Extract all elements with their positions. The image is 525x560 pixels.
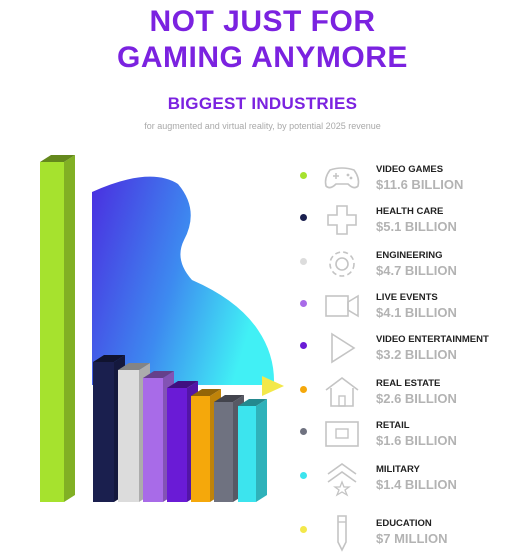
bar-video-games [40, 155, 75, 502]
chevron-star-icon [322, 460, 362, 497]
bar-face [262, 376, 284, 396]
legend-item-video-entertainment: VIDEO ENTERTAINMENT $3.2 BILLION [290, 328, 520, 368]
legend-label: VIDEO GAMES [376, 164, 444, 175]
pencil-icon [322, 514, 362, 552]
bar-side [256, 399, 267, 502]
main-title-line-1: NOT JUST FOR [149, 5, 376, 38]
play-icon [322, 330, 362, 364]
video-camera-icon [322, 288, 362, 322]
bar-side [64, 155, 75, 502]
bar-top [40, 155, 75, 162]
legend-item-video-games: VIDEO GAMES $11.6 BILLION [290, 158, 520, 198]
bar-top [214, 395, 244, 402]
legend-swatch [300, 172, 307, 179]
data-label: $11.6 BILLION [376, 177, 464, 192]
legend-swatch [300, 300, 307, 307]
legend-label: LIVE EVENTS [376, 292, 438, 303]
bar-face [191, 396, 210, 502]
legend-label: VIDEO ENTERTAINMENT [376, 334, 489, 345]
bar-face [40, 162, 64, 502]
bar-face [143, 378, 163, 502]
data-label: $7 MILLION [376, 531, 448, 546]
chart-subtitle: BIGGEST INDUSTRIES [167, 94, 358, 113]
bar-face [214, 402, 233, 502]
legend-label: ENGINEERING [376, 250, 443, 261]
house-icon [322, 374, 362, 408]
bar-top [191, 389, 221, 396]
bar-face [118, 370, 139, 502]
legend-label: RETAIL [376, 420, 410, 431]
bar-face [238, 406, 256, 502]
legend-label: HEALTH CARE [376, 206, 444, 217]
legend-item-live-events: LIVE EVENTS $4.1 BILLION [290, 286, 520, 326]
storefront-icon [322, 416, 362, 450]
legend-item-military: MILITARY $1.4 BILLION [290, 458, 520, 498]
bar-top [167, 381, 198, 388]
legend-swatch [300, 258, 307, 265]
data-label: $4.1 BILLION [376, 305, 457, 320]
data-label: $3.2 BILLION [376, 347, 457, 362]
legend-label: REAL ESTATE [376, 378, 441, 389]
bar-military [238, 399, 267, 502]
bar-top [238, 399, 267, 406]
bar-top [118, 363, 150, 370]
data-label: $4.7 BILLION [376, 263, 457, 278]
bar-top [93, 355, 125, 362]
legend-swatch [300, 526, 307, 533]
legend-swatch [300, 342, 307, 349]
legend-swatch [300, 472, 307, 479]
main-title-line-2: GAMING ANYMORE [117, 41, 408, 74]
chart-legend: VIDEO GAMES $11.6 BILLION HEALTH CARE $5.1 … [290, 150, 520, 555]
data-label: $1.4 BILLION [376, 477, 457, 492]
legend-item-health-care: HEALTH CARE $5.1 BILLION [290, 200, 520, 240]
gamepad-icon [322, 160, 362, 194]
legend-swatch [300, 386, 307, 393]
legend-item-education: EDUCATION $7 MILLION [290, 512, 520, 552]
data-label: $2.6 BILLION [376, 391, 457, 406]
legend-swatch [300, 214, 307, 221]
bar-top [143, 371, 174, 378]
legend-item-engineering: ENGINEERING $4.7 BILLION [290, 244, 520, 284]
data-label: $5.1 BILLION [376, 219, 457, 234]
bar-face [167, 388, 187, 502]
legend-swatch [300, 428, 307, 435]
legend-label: MILITARY [376, 464, 420, 475]
legend-item-real-estate: REAL ESTATE $2.6 BILLION [290, 372, 520, 412]
legend-item-retail: RETAIL $1.6 BILLION [290, 414, 520, 454]
data-label: $1.6 BILLION [376, 433, 457, 448]
gear-icon [322, 246, 362, 280]
bar-education [262, 376, 284, 396]
chart-caption: for augmented and virtual reality, by po… [144, 121, 381, 131]
legend-label: EDUCATION [376, 518, 432, 529]
medical-cross-icon [322, 202, 362, 236]
bar-face [93, 362, 114, 502]
gradient-backdrop [92, 176, 275, 385]
industry-bar-chart [40, 155, 284, 502]
